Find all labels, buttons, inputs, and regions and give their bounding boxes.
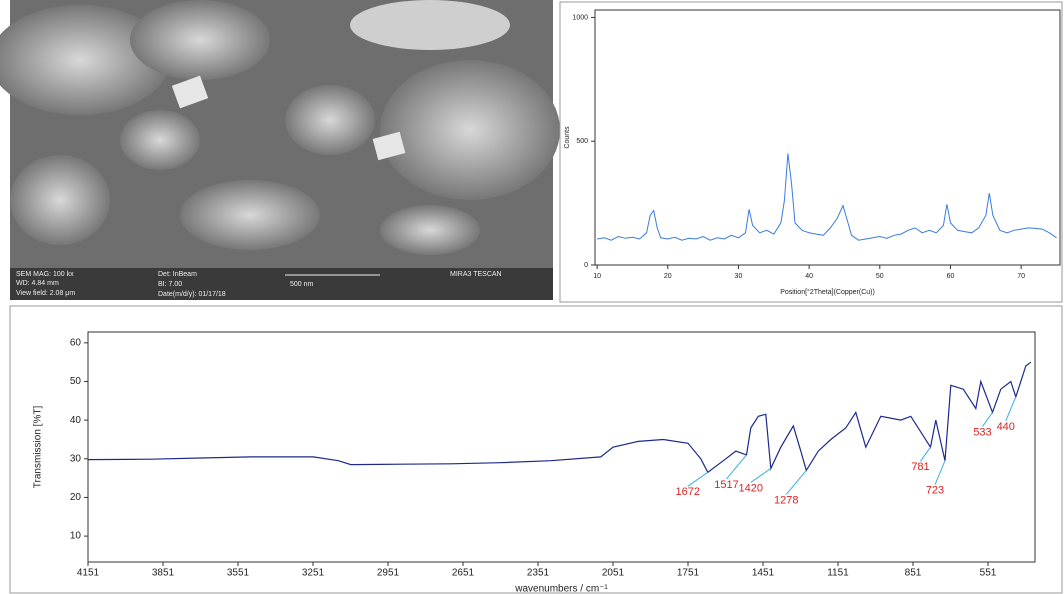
data-line (88, 362, 1031, 472)
peak-leader (983, 412, 993, 426)
y-axis-label: Counts (564, 126, 571, 149)
x-tick-label: 3851 (152, 568, 175, 579)
x-tick-label: 3251 (302, 568, 325, 579)
peak-label: 1672 (676, 486, 700, 498)
x-tick-label: 50 (876, 273, 884, 280)
plot-area (595, 10, 1060, 265)
y-tick-label: 20 (70, 492, 82, 503)
peak-label: 440 (997, 421, 1015, 433)
figure: SEM MAG: 100 kx WD: 4.84 mm View field: 2.… (0, 0, 1064, 594)
x-tick-label: 2051 (602, 568, 625, 579)
x-tick-label: 2351 (527, 568, 550, 579)
peak-label: 1420 (739, 482, 763, 494)
y-tick-label: 50 (70, 376, 82, 387)
x-tick-label: 2651 (452, 568, 475, 579)
sem-info: MIRA3 TESCAN (450, 271, 502, 278)
x-axis-label: Position[°2Theta](Copper(Cu)) (780, 288, 875, 296)
x-tick-label: 1751 (677, 568, 700, 579)
peak-label: 1517 (714, 479, 738, 491)
x-tick-label: 40 (805, 273, 813, 280)
x-tick-label: 2951 (377, 568, 400, 579)
peak-leader (1006, 397, 1016, 421)
sem-info: Date(m/d/y): 01/17/18 (158, 291, 226, 298)
x-axis-label: wavenumbers / cm⁻¹ (514, 584, 608, 594)
sem-info: SEM MAG: 100 kx (16, 271, 74, 278)
xrd-frame (560, 2, 1062, 302)
sem-info: BI: 7.00 (158, 281, 182, 288)
ftir-frame (10, 306, 1062, 593)
y-tick-label: 40 (70, 415, 82, 426)
y-tick-label: 10 (70, 531, 82, 542)
y-axis-label: Transmission [%T] (33, 406, 44, 489)
x-tick-label: 3551 (227, 568, 250, 579)
peak-leader (727, 455, 747, 479)
x-tick-label: 551 (980, 568, 997, 579)
peak-label: 723 (926, 485, 944, 497)
peak-leader (688, 472, 708, 486)
peak-label: 1278 (774, 494, 798, 506)
page: SEM MAG: 100 kx WD: 4.84 mm View field: 2.… (0, 0, 1064, 594)
x-tick-label: 851 (905, 568, 922, 579)
data-line (597, 154, 1056, 241)
x-tick-label: 70 (1017, 273, 1025, 280)
peak-leader (935, 461, 945, 485)
peak-leader (921, 447, 931, 461)
sem-info: View field: 2.08 μm (16, 290, 75, 297)
x-tick-label: 10 (593, 273, 601, 280)
sem-image (0, 0, 560, 300)
peak-leader (751, 468, 771, 482)
y-tick-label: 30 (70, 453, 82, 464)
y-tick-label: 60 (70, 337, 82, 348)
x-tick-label: 4151 (77, 568, 100, 579)
sem-info: 500 nm (290, 281, 314, 288)
plot-area (88, 332, 1035, 562)
x-tick-label: 20 (664, 273, 672, 280)
sem-info: Det: InBeam (158, 271, 197, 278)
x-tick-label: 1151 (827, 568, 849, 579)
peak-label: 781 (911, 461, 929, 473)
y-tick-label: 1000 (572, 14, 588, 21)
peak-label: 533 (973, 426, 991, 438)
x-tick-label: 30 (735, 273, 743, 280)
x-tick-label: 60 (947, 273, 955, 280)
x-tick-label: 1451 (752, 568, 775, 579)
sem-info: WD: 4.84 mm (16, 280, 59, 287)
y-tick-label: 0 (584, 262, 588, 269)
peak-leader (786, 470, 806, 494)
y-tick-label: 500 (576, 138, 588, 145)
